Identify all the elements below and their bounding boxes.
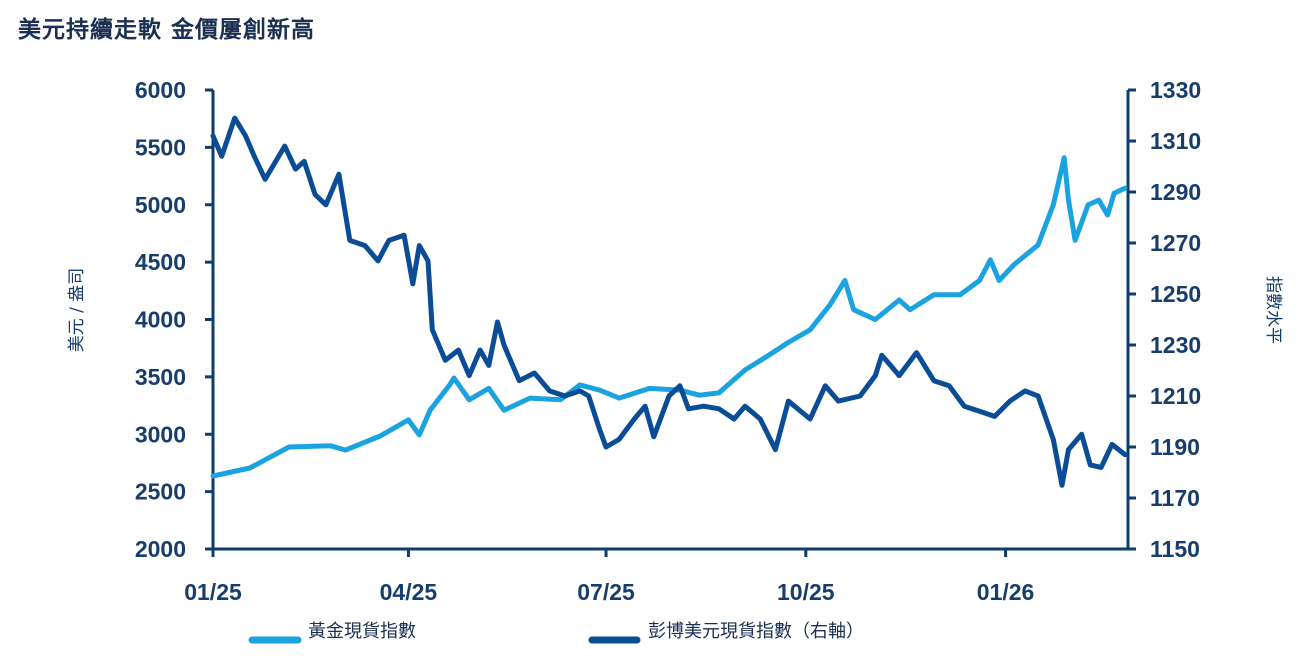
y-left-axis-label: 美元 / 盎司 <box>67 268 87 353</box>
series-line-gold <box>210 155 1128 479</box>
y-left-tick-label: 4500 <box>135 249 186 275</box>
x-tick-label: 01/26 <box>977 579 1035 605</box>
y-right-tick-label: 1290 <box>1150 179 1201 205</box>
y-left-tick-label: 6000 <box>135 77 186 103</box>
x-tick-label: 07/25 <box>577 579 635 605</box>
y-right-tick-label: 1210 <box>1150 383 1201 409</box>
y-left-tick-label: 4000 <box>135 307 186 333</box>
legend: 黃金現貨指數 彭博美元現貨指數（右軸） <box>248 621 864 644</box>
y-right-tick-label: 1150 <box>1150 536 1200 562</box>
y-left-tick-label: 2000 <box>135 536 186 562</box>
y-left-tick-label: 5500 <box>135 134 186 160</box>
legend-label-gold: 黃金現貨指數 <box>308 621 416 642</box>
series-line-dollar <box>210 115 1128 488</box>
y-right-axis-label: 指數水平 <box>1263 276 1283 344</box>
y-right-tick-label: 1230 <box>1150 332 1201 358</box>
y-right-tick-label: 1250 <box>1150 281 1201 307</box>
y-left-tick-label: 2500 <box>135 479 186 505</box>
x-tick-label: 10/25 <box>777 579 835 605</box>
y-right-tick-label: 1170 <box>1150 485 1200 511</box>
y-right-tick-label: 1330 <box>1150 77 1201 103</box>
y-left-tick-label: 3500 <box>135 364 186 390</box>
y-right-tick-label: 1190 <box>1150 434 1200 460</box>
x-tick-label: 04/25 <box>380 579 438 605</box>
y-right-tick-label: 1270 <box>1150 230 1201 256</box>
legend-label-dollar: 彭博美元現貨指數（右軸） <box>648 621 864 642</box>
y-right-tick-label: 1310 <box>1150 128 1201 154</box>
y-left-tick-label: 3000 <box>135 421 186 447</box>
x-tick-label: 01/25 <box>184 579 242 605</box>
chart-title: 美元持續走軟 金價屢創新高 <box>18 17 316 43</box>
y-left-tick-label: 5000 <box>135 192 186 218</box>
